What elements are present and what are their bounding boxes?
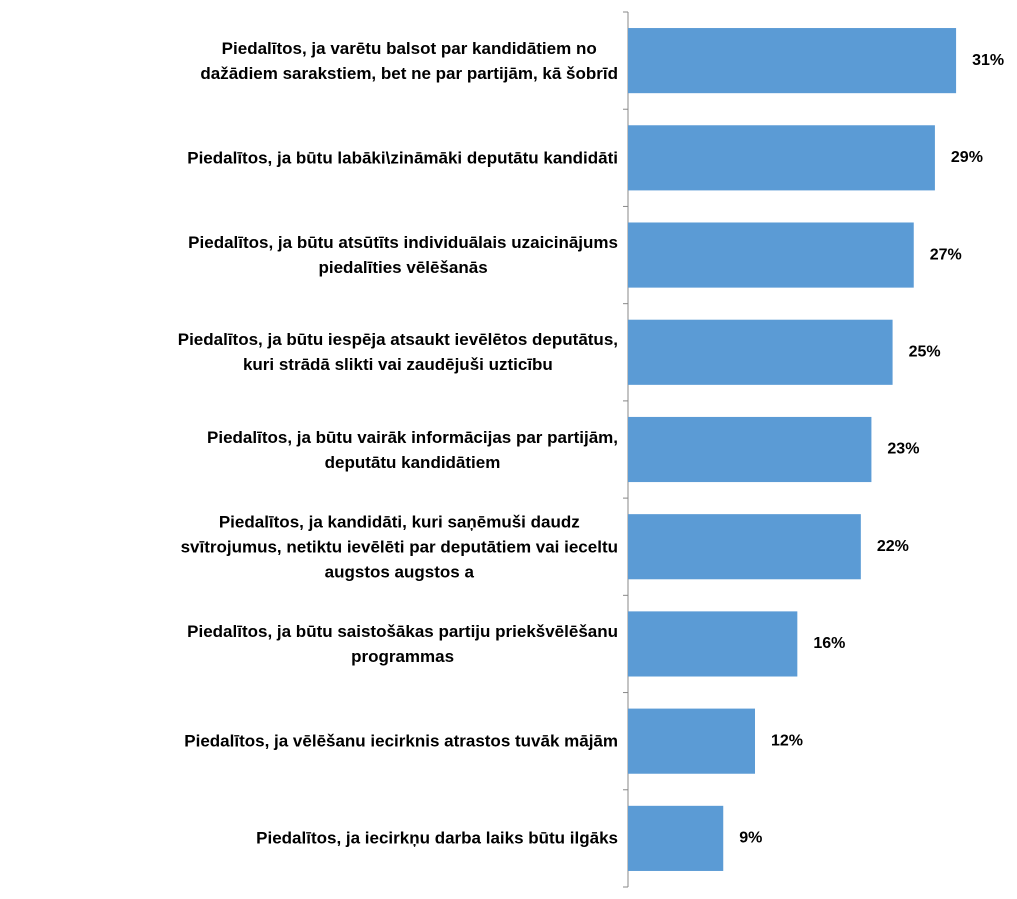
bar [628,805,724,871]
bar [628,319,893,385]
category-label: Piedalītos, ja būtu labāki\zināmāki depu… [187,148,618,168]
bar [628,708,755,774]
category-label: Piedalītos, ja varētu balsot par kandidā… [200,38,618,83]
value-label: 27% [930,246,962,263]
value-label: 29% [951,149,983,166]
value-label: 9% [739,830,762,847]
category-label: Piedalītos, ja būtu saistošākas partiju … [187,621,618,666]
category-label: Piedalītos, ja būtu iespēja atsaukt ievē… [177,330,618,375]
category-label: Piedalītos, ja kandidāti, kuri saņēmuši … [180,512,618,582]
bar [628,514,861,580]
category-label: Piedalītos, ja būtu atsūtīts individuāla… [188,233,618,278]
bar [628,28,957,94]
value-label: 25% [909,343,941,360]
value-label: 12% [771,732,803,749]
category-label: Piedalītos, ja iecirkņu darba laiks būtu… [256,828,618,848]
category-label: Piedalītos, ja vēlēšanu iecirknis atrast… [184,731,618,751]
bar [628,222,914,288]
value-label: 16% [813,635,845,652]
category-label: Piedalītos, ja būtu vairāk informācijas … [207,427,618,472]
value-label: 23% [887,441,919,458]
bar [628,416,872,483]
value-label: 31% [972,52,1004,69]
value-label: 22% [877,538,909,555]
bar [628,125,935,191]
bar [628,611,798,677]
